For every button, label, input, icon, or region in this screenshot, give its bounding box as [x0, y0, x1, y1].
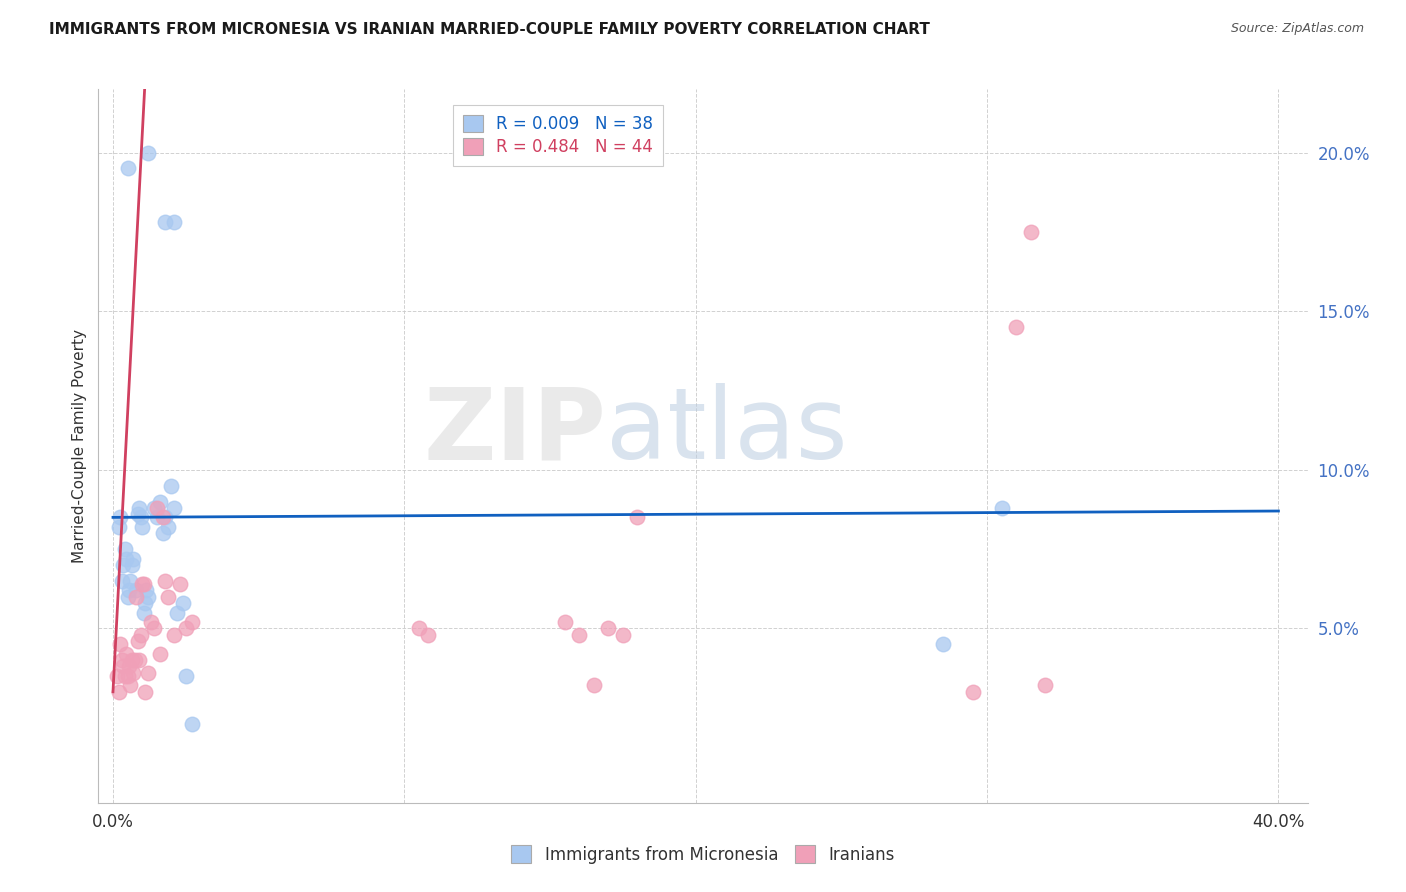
Point	[169, 577, 191, 591]
Point	[157, 520, 180, 534]
Point	[115, 551, 138, 566]
Point	[136, 590, 159, 604]
Point	[163, 215, 186, 229]
Point	[132, 577, 155, 591]
Point	[174, 669, 197, 683]
Point	[932, 637, 955, 651]
Y-axis label: Married-Couple Family Poverty: Married-Couple Family Poverty	[72, 329, 87, 563]
Point	[1033, 678, 1056, 692]
Point	[1005, 320, 1028, 334]
Point	[145, 500, 167, 515]
Point	[114, 669, 136, 683]
Point	[1019, 225, 1042, 239]
Point	[121, 653, 143, 667]
Point	[582, 678, 605, 692]
Point	[114, 542, 136, 557]
Point	[408, 621, 430, 635]
Text: IMMIGRANTS FROM MICRONESIA VS IRANIAN MARRIED-COUPLE FAMILY POVERTY CORRELATION : IMMIGRANTS FROM MICRONESIA VS IRANIAN MA…	[49, 22, 931, 37]
Point	[145, 510, 167, 524]
Point	[120, 678, 142, 692]
Point	[112, 659, 135, 673]
Point	[139, 615, 162, 629]
Point	[127, 634, 149, 648]
Point	[122, 665, 145, 680]
Point	[155, 574, 177, 588]
Point	[115, 647, 138, 661]
Point	[110, 637, 132, 651]
Point	[155, 510, 177, 524]
Point	[135, 583, 157, 598]
Point	[568, 628, 591, 642]
Point	[134, 596, 156, 610]
Point	[136, 145, 159, 160]
Point	[128, 653, 150, 667]
Point	[598, 621, 620, 635]
Point	[134, 685, 156, 699]
Point	[125, 590, 148, 604]
Point	[122, 551, 145, 566]
Point	[118, 659, 141, 673]
Point	[149, 647, 172, 661]
Point	[142, 621, 165, 635]
Text: ZIP: ZIP	[423, 384, 606, 480]
Point	[172, 596, 194, 610]
Point	[125, 583, 148, 598]
Point	[160, 478, 183, 492]
Point	[110, 510, 132, 524]
Point	[132, 606, 155, 620]
Point	[105, 669, 128, 683]
Point	[416, 628, 439, 642]
Point	[174, 621, 197, 635]
Point	[136, 665, 159, 680]
Point	[118, 583, 141, 598]
Point	[124, 653, 146, 667]
Point	[142, 500, 165, 515]
Point	[131, 577, 153, 591]
Point	[962, 685, 984, 699]
Point	[108, 685, 131, 699]
Point	[117, 669, 139, 683]
Point	[152, 526, 174, 541]
Point	[121, 558, 143, 572]
Point	[117, 590, 139, 604]
Point	[112, 558, 135, 572]
Point	[554, 615, 576, 629]
Point	[626, 510, 648, 524]
Point	[117, 161, 139, 176]
Point	[111, 653, 134, 667]
Legend: R = 0.009   N = 38, R = 0.484   N = 44: R = 0.009 N = 38, R = 0.484 N = 44	[453, 104, 664, 166]
Legend: Immigrants from Micronesia, Iranians: Immigrants from Micronesia, Iranians	[505, 838, 901, 871]
Point	[128, 500, 150, 515]
Point	[152, 510, 174, 524]
Point	[155, 215, 177, 229]
Point	[990, 500, 1012, 515]
Text: atlas: atlas	[606, 384, 848, 480]
Text: Source: ZipAtlas.com: Source: ZipAtlas.com	[1230, 22, 1364, 36]
Point	[180, 615, 202, 629]
Point	[163, 500, 186, 515]
Point	[111, 574, 134, 588]
Point	[157, 590, 180, 604]
Point	[612, 628, 634, 642]
Point	[131, 520, 153, 534]
Point	[129, 510, 152, 524]
Point	[120, 574, 142, 588]
Point	[127, 507, 149, 521]
Point	[166, 606, 188, 620]
Point	[108, 520, 131, 534]
Point	[163, 628, 186, 642]
Point	[149, 494, 172, 508]
Point	[129, 628, 152, 642]
Point	[180, 716, 202, 731]
